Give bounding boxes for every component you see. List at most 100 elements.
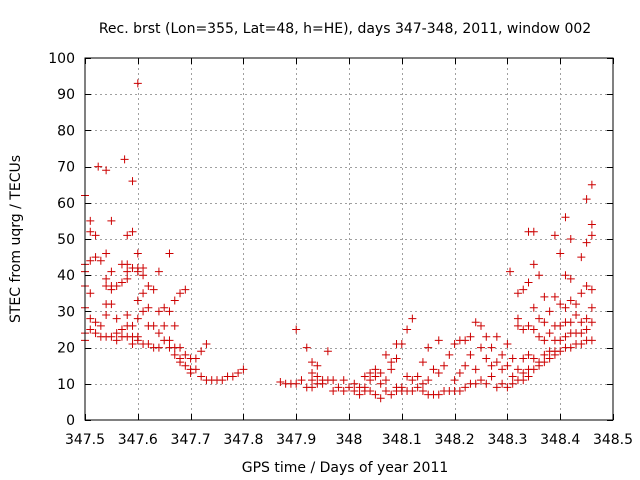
data-point bbox=[112, 336, 121, 345]
data-point bbox=[550, 231, 559, 240]
data-point bbox=[508, 372, 517, 381]
data-point bbox=[556, 347, 565, 356]
data-point bbox=[455, 387, 464, 396]
data-point bbox=[371, 365, 380, 374]
data-point bbox=[503, 339, 512, 348]
data-point bbox=[434, 390, 443, 399]
data-point bbox=[323, 347, 332, 356]
data-point bbox=[508, 379, 517, 388]
data-point bbox=[556, 249, 565, 258]
data-point bbox=[91, 253, 100, 262]
data-point bbox=[587, 180, 596, 189]
data-point bbox=[128, 321, 137, 330]
data-point bbox=[102, 311, 111, 320]
data-point bbox=[176, 358, 185, 367]
data-point bbox=[461, 383, 470, 392]
x-tick-label: 348.5 bbox=[593, 432, 633, 448]
data-point bbox=[466, 332, 475, 341]
data-point bbox=[492, 332, 501, 341]
data-point bbox=[123, 311, 132, 320]
data-point bbox=[503, 361, 512, 370]
data-point bbox=[529, 227, 538, 236]
data-point bbox=[513, 365, 522, 374]
data-point bbox=[408, 376, 417, 385]
data-point bbox=[577, 339, 586, 348]
y-tick-label: 90 bbox=[57, 87, 75, 103]
data-point bbox=[318, 379, 327, 388]
data-point bbox=[524, 321, 533, 330]
data-point bbox=[524, 372, 533, 381]
data-point bbox=[366, 387, 375, 396]
data-point bbox=[160, 303, 169, 312]
data-point bbox=[519, 376, 528, 385]
data-point bbox=[566, 274, 575, 283]
data-point bbox=[408, 314, 417, 323]
data-point bbox=[461, 336, 470, 345]
data-point bbox=[345, 383, 353, 392]
data-point bbox=[418, 387, 427, 396]
data-point bbox=[107, 285, 116, 294]
data-point bbox=[587, 220, 596, 229]
data-point bbox=[434, 336, 443, 345]
data-point bbox=[529, 365, 538, 374]
x-axis-title: GPS time / Days of year 2011 bbox=[242, 460, 449, 476]
y-tick-label: 40 bbox=[57, 268, 75, 284]
data-point bbox=[123, 267, 132, 276]
data-point bbox=[556, 336, 565, 345]
data-point bbox=[445, 350, 454, 359]
x-tick-labels: 347.5 347.6 347.7 347.8 347.9 348 348.1 348.2 34… bbox=[65, 432, 633, 448]
data-point bbox=[582, 325, 591, 334]
data-point bbox=[440, 361, 449, 370]
data-point bbox=[191, 365, 200, 374]
data-point bbox=[387, 365, 396, 374]
x-tick-label: 348.2 bbox=[435, 432, 475, 448]
data-point bbox=[498, 365, 507, 374]
data-point bbox=[181, 350, 190, 359]
data-point bbox=[91, 231, 100, 240]
data-point bbox=[572, 300, 581, 309]
data-point bbox=[117, 325, 126, 334]
data-point bbox=[154, 307, 163, 316]
data-point bbox=[577, 329, 586, 338]
data-point bbox=[561, 303, 570, 312]
data-point bbox=[482, 332, 491, 341]
y-tick-label: 30 bbox=[57, 304, 75, 320]
x-tick-label: 348.3 bbox=[487, 432, 527, 448]
data-point bbox=[120, 155, 129, 164]
data-point bbox=[170, 296, 179, 305]
data-point bbox=[112, 329, 121, 338]
data-point bbox=[506, 267, 515, 276]
data-point bbox=[139, 307, 148, 316]
y-tick-label: 80 bbox=[57, 123, 75, 139]
data-point bbox=[582, 282, 591, 291]
data-point bbox=[292, 379, 301, 388]
data-point bbox=[133, 267, 142, 276]
data-point bbox=[292, 325, 301, 334]
chart-title: Rec. brst (Lon=355, Lat=48, h=HE), days … bbox=[99, 21, 591, 37]
y-tick-label: 20 bbox=[57, 341, 75, 357]
data-point bbox=[561, 332, 570, 341]
x-tick-label: 347.5 bbox=[65, 432, 105, 448]
y-tick-label: 50 bbox=[57, 232, 75, 248]
data-point bbox=[413, 372, 422, 381]
x-tick-label: 347.7 bbox=[171, 432, 211, 448]
data-point bbox=[540, 292, 549, 301]
data-point bbox=[123, 274, 132, 283]
data-point bbox=[387, 390, 396, 399]
data-point bbox=[218, 376, 227, 385]
data-point bbox=[102, 274, 111, 283]
data-point bbox=[86, 325, 95, 334]
data-point bbox=[308, 368, 317, 377]
data-point bbox=[566, 318, 575, 327]
data-point bbox=[96, 256, 105, 265]
data-point bbox=[144, 303, 153, 312]
data-point bbox=[366, 376, 375, 385]
data-point bbox=[550, 350, 559, 359]
data-point bbox=[308, 376, 317, 385]
data-point bbox=[86, 289, 95, 298]
data-point bbox=[165, 249, 174, 258]
data-point bbox=[540, 358, 549, 367]
data-point bbox=[139, 289, 148, 298]
data-point bbox=[482, 354, 491, 363]
